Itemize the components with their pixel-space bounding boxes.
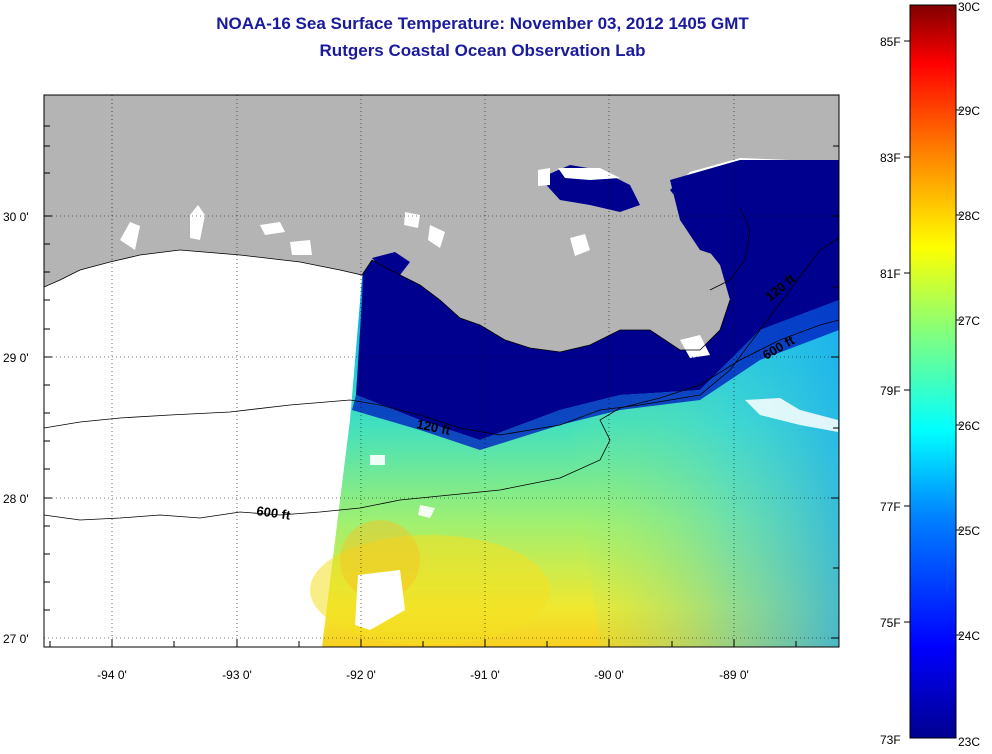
colorbar-c-27: 27C (958, 314, 980, 328)
map-title: NOAA-16 Sea Surface Temperature: Novembe… (216, 14, 749, 33)
inland-water-3 (372, 252, 410, 275)
lat-label-27: 27 0' (3, 632, 29, 646)
colorbar-f-79: 79F (880, 384, 901, 398)
colorbar-c-25: 25C (958, 524, 980, 538)
colorbar-c-23: 23C (958, 735, 980, 749)
colorbar-f-83: 83F (880, 151, 901, 165)
lon-label-90: -90 0' (594, 668, 624, 682)
grid-lines (44, 95, 839, 647)
lat-label-29: 29 0' (3, 351, 29, 365)
colorbar-f-85: 85F (880, 35, 901, 49)
contour-label-120ft-west: 120 ft (415, 416, 452, 438)
lake (120, 222, 140, 250)
land-mass (44, 95, 839, 352)
lat-label-30: 30 0' (3, 210, 29, 224)
colorbar-c-30: 30C (958, 0, 980, 14)
colorbar-c-24: 24C (958, 629, 980, 643)
colorbar-ticks (904, 40, 962, 636)
contour-120ft (44, 237, 839, 436)
inland-water-2 (670, 160, 839, 260)
lake (570, 234, 590, 256)
cloud-mask (370, 455, 385, 465)
lon-label-92: -92 0' (346, 668, 376, 682)
colorbar-f-75: 75F (880, 616, 901, 630)
lake (190, 205, 205, 240)
lon-label-91: -91 0' (470, 668, 500, 682)
lake (538, 168, 550, 186)
lon-label-94: -94 0' (97, 668, 127, 682)
coastline (44, 249, 731, 353)
lon-label-93: -93 0' (222, 668, 252, 682)
lake (428, 225, 445, 248)
colorbar-c-28: 28C (958, 209, 980, 223)
map-border (43, 94, 840, 648)
colorbar-c-26: 26C (958, 419, 980, 433)
lake (260, 222, 285, 235)
colorbar-f-81: 81F (880, 267, 901, 281)
colorbar (909, 4, 957, 739)
lake (680, 335, 710, 358)
contour-east (709, 207, 751, 291)
axis-ticks (44, 125, 839, 647)
cloud-mask (418, 505, 435, 518)
cloud-mask (745, 398, 838, 432)
colorbar-f-77: 77F (880, 500, 901, 514)
lat-label-28: 28 0' (3, 492, 29, 506)
map-subtitle: Rutgers Coastal Ocean Observation Lab (319, 41, 646, 60)
lake (290, 240, 312, 255)
contour-600ft (44, 319, 839, 521)
contour-label-600ft-west: 600 ft (256, 503, 292, 523)
lon-label-89: -89 0' (719, 668, 749, 682)
lake (558, 168, 620, 180)
colorbar-c-29: 29C (958, 104, 980, 118)
colorbar-f-73: 73F (880, 733, 901, 747)
cloud-mask (355, 570, 405, 630)
